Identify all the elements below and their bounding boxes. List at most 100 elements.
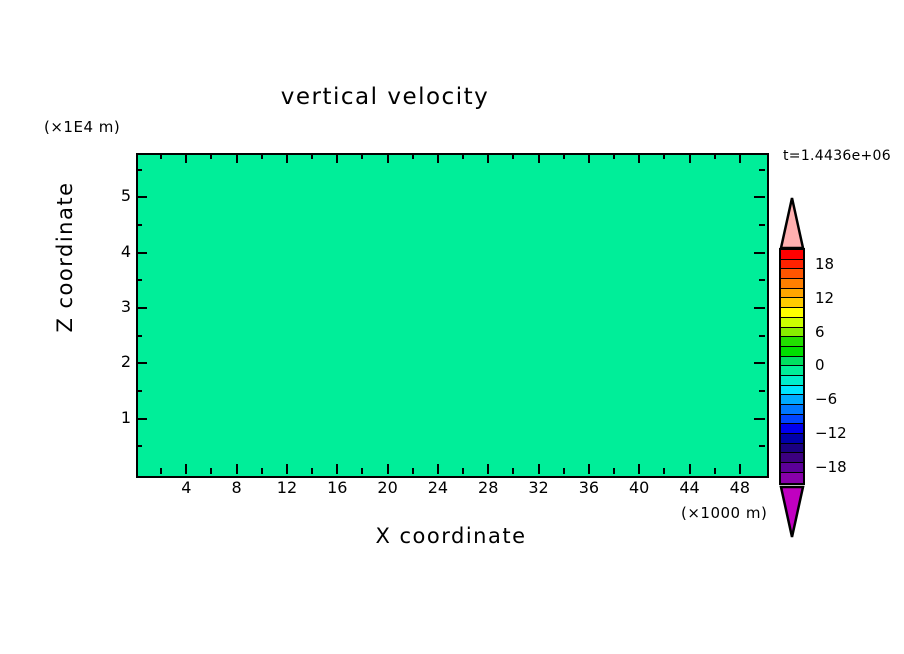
y-axis-tick [136,196,147,199]
x-axis-tick [336,464,339,474]
x-axis-tick-label: 24 [427,478,449,497]
x-axis-minor-tick [411,153,414,159]
colorbar-segment [781,385,803,396]
x-axis-tick [587,153,590,163]
x-axis-minor-tick [210,468,213,474]
x-axis-title: X coordinate [375,524,527,548]
colorbar-segment [781,424,803,435]
y-axis-tick-label: 2 [120,352,131,372]
colorbar-segment [781,337,803,347]
colorbar-segment [781,308,803,318]
x-axis-minor-tick [713,468,716,474]
colorbar-segment [781,279,803,289]
x-axis-minor-tick [512,153,515,159]
x-axis-minor-tick [260,153,263,159]
x-axis-tick [185,153,188,163]
y-axis-minor-tick [136,279,142,282]
y-axis-tick-label: 1 [120,407,131,427]
x-axis-minor-tick [462,153,465,159]
x-axis-tick [436,464,439,474]
x-axis-tick-label: 48 [729,478,750,497]
y-axis-minor-tick [759,223,765,226]
y-axis-tick [136,362,147,365]
x-axis-tick [386,464,389,474]
x-axis-tick-label: 40 [629,478,650,497]
x-axis-tick [537,464,540,474]
y-axis-tick-label: 4 [120,241,131,261]
x-axis-minor-tick [361,153,364,159]
y-axis-tick [136,417,147,420]
colorbar-over-arrow-icon [779,196,805,250]
colorbar-segment [781,259,803,270]
x-axis-tick-label: 20 [377,478,398,497]
x-axis-tick [336,153,339,163]
y-axis-tick-label: 5 [120,186,131,206]
x-axis-minor-tick [663,153,666,159]
x-axis-minor-tick [613,468,616,474]
x-axis-tick [587,464,590,474]
x-axis-tick [537,153,540,163]
colorbar-under-arrow-icon [779,485,805,539]
x-axis-minor-tick [462,468,465,474]
colorbar-segment [781,395,803,405]
y-axis-minor-tick [136,168,142,171]
x-axis-tick [487,464,490,474]
x-axis-minor-tick [411,468,414,474]
x-axis-tick-label: 12 [276,478,298,497]
y-axis-tick [754,306,765,309]
timestamp-label: t=1.4436e+06 [783,148,891,164]
x-axis-tick-label: 32 [528,478,549,497]
x-axis-tick [738,153,741,163]
x-axis-minor-tick [160,468,163,474]
x-axis-minor-tick [562,468,565,474]
colorbar-segment [781,250,803,260]
x-axis-tick [285,464,288,474]
x-axis-tick-label: 28 [478,478,499,497]
x-axis-minor-tick [562,153,565,159]
x-axis-tick [638,153,641,163]
colorbar-tick-label: 0 [815,356,825,375]
x-axis-minor-tick [512,468,515,474]
colorbar-tick-label: 18 [815,254,835,273]
y-axis-unit-label: (×1E4 m) [44,118,121,136]
vertical-velocity-contour-field [138,155,767,476]
y-axis-tick-label: 3 [120,296,131,316]
x-axis-tick [688,153,691,163]
colorbar-segment [781,453,803,464]
x-axis-tick [738,464,741,474]
x-axis-tick [285,153,288,163]
x-axis-minor-tick [260,468,263,474]
y-axis-tick [754,251,765,254]
colorbar-segment [781,288,803,299]
contour-plot-area [136,153,769,478]
x-axis-minor-tick [663,468,666,474]
y-axis-minor-tick [759,334,765,337]
x-axis-tick [487,153,490,163]
colorbar-segment [781,346,803,357]
x-axis-tick [436,153,439,163]
colorbar-gradient [779,248,805,485]
colorbar-segment [781,356,803,367]
page-title: vertical velocity [280,84,490,110]
y-axis-minor-tick [136,334,142,337]
x-axis-tick [386,153,389,163]
y-axis-minor-tick [759,389,765,392]
x-axis-minor-tick [713,153,716,159]
y-axis-tick [754,417,765,420]
colorbar-segment [781,327,803,338]
y-axis-title: Z coordinate [53,181,77,333]
colorbar-segment [781,366,803,376]
x-axis-minor-tick [311,468,314,474]
colorbar-tick-label: −12 [815,424,847,443]
colorbar-segment [781,298,803,309]
x-axis-minor-tick [210,153,213,159]
y-axis-tick [754,196,765,199]
x-axis-tick-label: 44 [679,478,700,497]
y-axis-tick [136,251,147,254]
colorbar-segment [781,317,803,328]
x-axis-minor-tick [613,153,616,159]
colorbar-segment [781,269,803,280]
x-axis-minor-tick [160,153,163,159]
x-axis-tick-label: 4 [181,478,192,497]
colorbar-segment [781,472,803,483]
